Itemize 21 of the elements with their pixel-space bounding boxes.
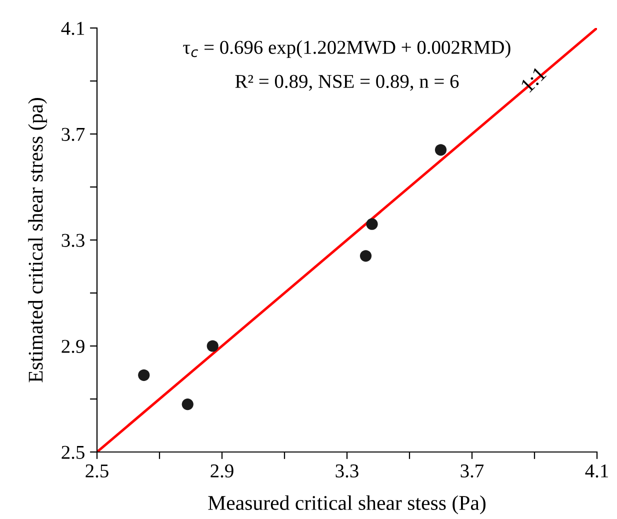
point: [366, 218, 378, 230]
x-tick-label: 2.5: [86, 464, 108, 478]
x-tick-label: 3.3: [336, 464, 358, 478]
annotation: R² = 0.89, NSE = 0.89, n = 6: [235, 74, 459, 91]
y-axis-title: Estimated critical shear stress (pa): [28, 98, 47, 382]
annotation: 1:1: [520, 66, 547, 93]
x-tick-label: 3.7: [460, 464, 484, 478]
y-tick-label: 3.7: [62, 128, 85, 142]
annotation: τ$_{c}$ = 0.696 exp(1.202MWD + 0.002RMD): [183, 40, 510, 58]
y-tick-label: 3.3: [62, 234, 84, 248]
x-tick-label: 4.1: [585, 464, 608, 478]
point: [206, 340, 218, 352]
y-tick-label: 4.1: [61, 22, 84, 36]
point: [182, 398, 194, 410]
point: [360, 250, 372, 262]
y-tick-label: 2.5: [62, 446, 84, 460]
x-axis-title: Measured critical shear stess (Pa): [208, 495, 486, 514]
point: [434, 144, 447, 156]
point: [138, 369, 150, 381]
y-tick-label: 2.9: [62, 340, 84, 354]
x-tick-label: 2.9: [210, 464, 234, 478]
